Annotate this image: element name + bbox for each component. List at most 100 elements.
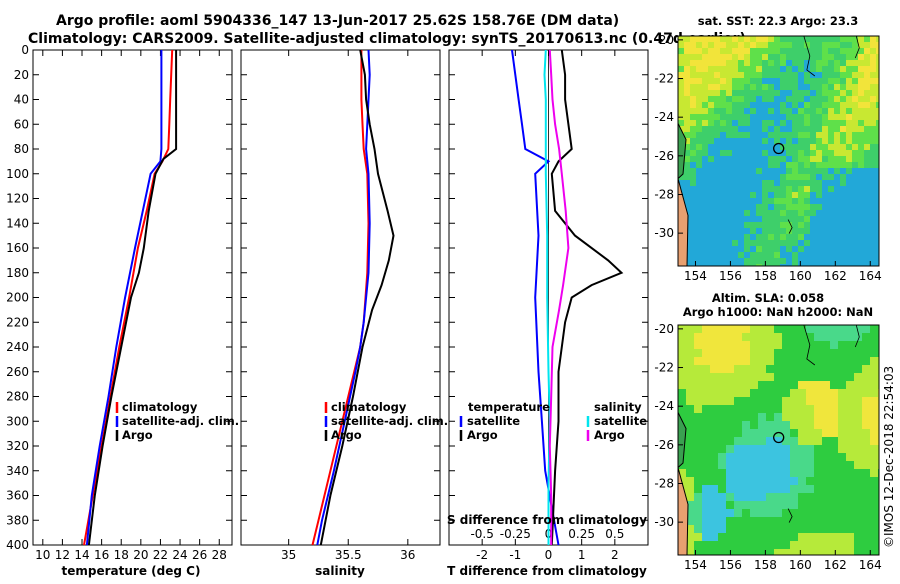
map-cell (810, 144, 816, 150)
map-cell (702, 246, 708, 252)
map-cell (742, 357, 750, 365)
map-cell (816, 240, 822, 246)
sla-map-title-2: Argo h1000: NaN h2000: NaN (683, 305, 873, 319)
map-cell (696, 204, 702, 210)
map-cell (756, 132, 762, 138)
map-cell (810, 264, 816, 266)
map-cell (768, 234, 774, 240)
map-cell (782, 381, 790, 389)
map-cell (810, 210, 816, 216)
map-cell (734, 493, 742, 501)
map-cell (690, 42, 696, 48)
legend-label: satellite (594, 414, 647, 428)
map-cell (798, 186, 804, 192)
map-cell (774, 252, 780, 258)
map-cell (792, 240, 798, 246)
map-cell (786, 78, 792, 84)
x2-tick-label: 0.5 (605, 527, 624, 541)
map-cell (696, 174, 702, 180)
map-cell (798, 228, 804, 234)
map-cell (782, 453, 790, 461)
map-cell (798, 102, 804, 108)
map-cell (686, 341, 694, 349)
map-cell (774, 413, 782, 421)
map-cell (830, 461, 838, 469)
map-cell (702, 413, 710, 421)
map-cell (726, 333, 734, 341)
map-cell (792, 72, 798, 78)
map-cell (686, 413, 694, 421)
map-cell (766, 509, 774, 517)
map-cell (756, 198, 762, 204)
map-cell (780, 264, 786, 266)
map-cell (702, 132, 708, 138)
map-cell (762, 126, 768, 132)
map-cell (766, 389, 774, 397)
map-cell (804, 102, 810, 108)
map-cell (708, 96, 714, 102)
map-cell (782, 341, 790, 349)
map-cell (720, 150, 726, 156)
map-cell (822, 325, 830, 333)
map-cell (828, 78, 834, 84)
map-cell (798, 429, 806, 437)
map-cell (780, 150, 786, 156)
map-cell (804, 132, 810, 138)
map-cell (854, 397, 862, 405)
sst-map-title: sat. SST: 22.3 Argo: 23.3 (698, 14, 858, 28)
map-cell (726, 381, 734, 389)
map-cell (678, 381, 686, 389)
map-cell (762, 60, 768, 66)
map-cell (792, 90, 798, 96)
legend-label: Argo (467, 428, 498, 442)
map-cell (786, 108, 792, 114)
map-cell (708, 66, 714, 72)
map-cell (710, 485, 718, 493)
depth-tick-label: 260 (6, 365, 29, 379)
map-cell (814, 493, 822, 501)
map-cell (870, 485, 878, 493)
map-cell (762, 198, 768, 204)
map-cell (822, 198, 828, 204)
map-cell (782, 509, 790, 517)
map-cell (830, 509, 838, 517)
map-cell (750, 549, 758, 555)
map-cell (718, 349, 726, 357)
map-cell (756, 240, 762, 246)
map-cell (718, 365, 726, 373)
map-cell (726, 461, 734, 469)
map-cell (830, 493, 838, 501)
map-cell (738, 108, 744, 114)
map-cell (732, 216, 738, 222)
map-cell (714, 84, 720, 90)
map-cell (734, 349, 742, 357)
map-cell (804, 180, 810, 186)
map-cell (726, 541, 734, 549)
map-cell (834, 252, 840, 258)
map-cell (720, 204, 726, 210)
map-cell (822, 549, 830, 555)
map-cell (822, 156, 828, 162)
map-cell (766, 541, 774, 549)
map-cell (774, 246, 780, 252)
map-cell (822, 186, 828, 192)
map-cell (694, 541, 702, 549)
map-cell (816, 126, 822, 132)
map-cell (786, 54, 792, 60)
map-cell (702, 357, 710, 365)
map-cell (858, 114, 864, 120)
map-cell (766, 357, 774, 365)
map-cell (846, 150, 852, 156)
map-cell (702, 234, 708, 240)
map-cell (686, 453, 694, 461)
map-cell (806, 469, 814, 477)
map-cell (726, 222, 732, 228)
map-cell (708, 252, 714, 258)
map-cell (828, 84, 834, 90)
x-tick-label: 1 (578, 548, 586, 562)
map-cell (696, 48, 702, 54)
map-cell (846, 485, 854, 493)
map-cell (702, 525, 710, 533)
map-cell (690, 222, 696, 228)
map-cell (702, 72, 708, 78)
